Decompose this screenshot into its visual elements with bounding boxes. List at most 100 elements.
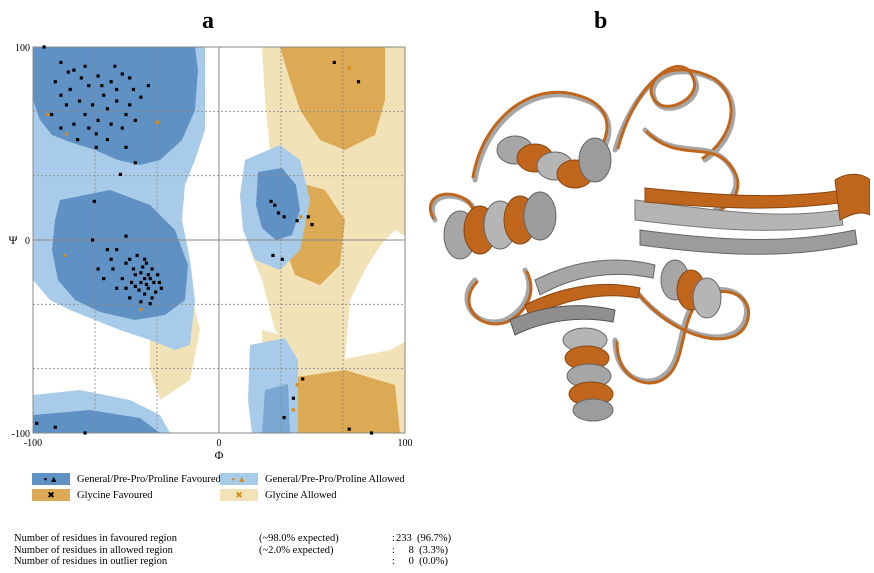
legend-item-general-favoured: ▪ ▲ General/Pre-Pro/Proline Favoured [32,473,221,485]
residue-point-favoured [143,257,147,261]
residue-point-favoured [90,103,95,107]
residue-point-favoured [105,138,109,142]
residue-point-favoured [131,267,136,271]
residue-point-favoured [135,253,139,258]
x-tick-label: 0 [217,438,222,449]
residue-point-favoured [332,60,336,65]
residue-point-allowed [291,408,295,412]
legend-swatch-glycine-allowed: ✖ [220,489,258,501]
legend-item-general-allowed: ▪ ▲ General/Pre-Pro/Proline Allowed [220,473,405,485]
legend-swatch-glycine-favoured: ✖ [32,489,70,501]
panel-label-b: b [594,8,608,34]
residue-point-favoured [141,265,145,269]
stats-label: Number of residues in allowed region [14,544,173,556]
residue-point-favoured [273,203,277,207]
residue-point-allowed [156,120,160,124]
beta-strands [509,173,870,336]
residue-point-favoured [129,280,134,285]
helix-bottom [562,327,614,422]
stats-value: 8 (3.3%) [408,544,448,556]
general-favoured-region-alpha [52,190,188,320]
residue-point-favoured [120,72,124,76]
residue-point-favoured [115,248,119,252]
residue-point-favoured [139,271,143,275]
residue-point-favoured [115,286,119,290]
residue-point-allowed [46,112,50,117]
helix-right-small [660,259,722,319]
residue-point-favoured [96,267,100,271]
beta-strand-gray-3 [534,259,656,296]
helices [443,135,722,422]
residue-point-favoured [109,80,113,84]
y-axis-label: Ψ [9,233,18,247]
residue-point-allowed [347,66,351,70]
residue-point-favoured [66,70,70,74]
legend-item-glycine-favoured: ✖ Glycine Favoured [32,489,153,501]
residue-point-favoured [128,296,132,300]
residue-point-favoured [137,288,141,292]
residue-point-favoured [295,219,299,223]
residue-point-favoured [87,84,91,88]
legend-label-general-favoured: General/Pre-Pro/Proline Favoured [77,473,221,485]
residue-point-favoured [102,277,106,281]
y-tick-label: 0 [25,236,30,247]
residue-point-favoured [59,126,63,130]
x-tick-label: -100 [24,438,42,449]
residue-point-favoured [100,84,104,88]
residue-point-favoured [133,273,137,277]
glycine-favoured-region-upper [280,47,385,150]
panel-label-a: a [202,8,214,34]
residue-point-favoured [109,257,113,261]
residue-point-favoured [139,95,143,99]
residue-point-favoured [111,267,115,271]
legend-item-glycine-allowed: ✖ Glycine Allowed [220,489,336,501]
general-favoured-region-bottom-right [262,384,290,433]
stats-label: Number of residues in favoured region [14,533,177,544]
beta-strand-gray-2 [639,229,858,255]
residue-point-favoured [133,161,137,165]
residue-point-favoured [59,93,63,97]
beta-strand-gray-1 [634,199,844,231]
residue-point-favoured [83,64,87,68]
residue-point-favoured [143,277,147,281]
stats-colon: : [392,556,395,567]
helix-upper-middle [496,135,612,189]
residue-point-favoured [152,280,156,285]
residue-point-allowed [295,383,299,387]
residue-point-favoured [282,415,286,420]
residue-point-favoured [301,377,305,381]
residue-point-favoured [128,103,132,107]
residue-point-favoured [131,87,136,92]
residue-point-favoured [276,211,281,215]
residue-point-favoured [356,80,361,84]
residue-point-favoured [83,112,87,117]
residue-point-favoured [148,277,152,281]
beta-strand-orange-3 [524,283,641,319]
x-tick-label: 100 [398,438,413,449]
glycine-favoured-region-bottom [290,370,400,433]
residue-point-favoured [347,427,351,431]
residue-point-favoured [118,172,123,176]
residue-point-favoured [113,64,117,68]
residue-point-favoured [83,431,87,435]
residue-point-favoured [306,215,310,219]
residue-point-favoured [102,93,106,97]
residue-point-favoured [64,103,69,107]
residue-point-favoured [105,107,109,111]
residue-point-favoured [271,253,275,258]
stats-label: Number of residues in outlier region [14,556,168,567]
residue-point-allowed [63,253,67,258]
stats-expected: (~98.0% expected) [259,533,339,544]
y-tick-label: -100 [12,429,30,440]
legend-swatch-general-allowed: ▪ ▲ [220,473,258,485]
residue-point-favoured [79,76,83,80]
residue-point-favoured [50,112,54,117]
gray-loop-lower-left [464,267,532,325]
residue-point-favoured [143,292,147,296]
stats-colon: : [392,544,395,556]
residue-point-favoured [77,99,82,103]
residue-point-favoured [269,199,273,203]
residue-point-favoured [310,222,314,227]
beta-strand-orange-2 [834,173,870,221]
residue-point-favoured [133,284,137,288]
